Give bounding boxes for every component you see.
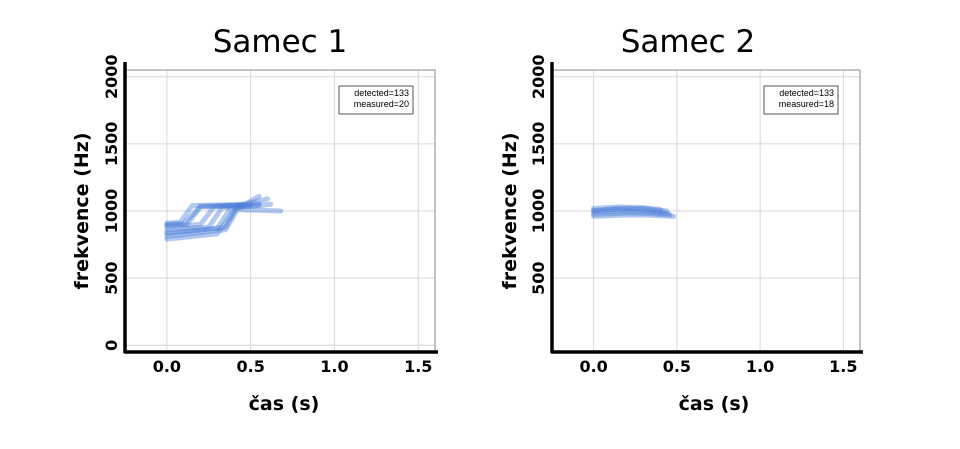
legend-entry: detected=133 <box>779 88 834 98</box>
series-line-6 <box>591 205 670 214</box>
x-tick-label: 0.5 <box>663 357 691 376</box>
series-line-4 <box>591 210 673 218</box>
x-axis-label: čas (s) <box>249 393 320 415</box>
series-line-3 <box>591 208 672 217</box>
y-tick-label: 500 <box>529 261 548 294</box>
x-tick-label: 0.5 <box>237 357 265 376</box>
y-tick-label: 1000 <box>102 189 121 234</box>
legend-box <box>338 85 414 115</box>
series-line-8 <box>164 196 270 237</box>
chart-panel-1: 0.0 0.5 1.0 1.5 0 500 1000 1500 2000 čas (s) frekv… <box>71 24 438 415</box>
y-tick-label: 1500 <box>529 122 548 167</box>
y-tick-label: 1500 <box>102 122 121 167</box>
x-tick-label: 1.0 <box>746 357 774 376</box>
series-line-1 <box>164 201 245 226</box>
x-tick-label: 1.0 <box>320 357 348 376</box>
legend-box <box>763 85 839 115</box>
series-line-2 <box>164 202 245 227</box>
y-axis-label: frekvence (Hz) <box>71 132 93 289</box>
series-line-9 <box>164 193 262 242</box>
series-line-6 <box>164 201 274 235</box>
x-tick-label: 1.5 <box>829 357 857 376</box>
series-line-4 <box>164 201 262 230</box>
y-tick-label: 1000 <box>529 189 548 234</box>
series-line-5 <box>591 212 677 219</box>
series-line-1 <box>591 204 663 213</box>
legend-entry: measured=18 <box>779 99 834 109</box>
chart-panel-2: 0.0 0.5 1.0 1.5 500 1000 1500 2000 čas (s) frekve… <box>499 24 863 415</box>
series-line-7 <box>164 207 284 240</box>
y-axis-label: frekvence (Hz) <box>499 132 521 289</box>
y-tick-label: 500 <box>102 261 121 294</box>
series-line-5 <box>164 203 262 233</box>
chart-title: Samec 2 <box>621 24 756 60</box>
x-tick-label: 0.0 <box>153 357 181 376</box>
x-tick-label: 1.5 <box>404 357 432 376</box>
series-line-3 <box>164 202 254 228</box>
chart-title: Samec 1 <box>213 24 348 60</box>
legend-entry: measured=20 <box>354 99 409 109</box>
x-axis-label: čas (s) <box>679 393 750 415</box>
y-tick-label: 0 <box>102 340 121 351</box>
y-tick-label: 2000 <box>529 54 548 99</box>
x-tick-label: 0.0 <box>579 357 607 376</box>
series-line-2 <box>591 206 667 215</box>
y-tick-label: 2000 <box>102 54 121 99</box>
legend-entry: detected=133 <box>354 88 409 98</box>
